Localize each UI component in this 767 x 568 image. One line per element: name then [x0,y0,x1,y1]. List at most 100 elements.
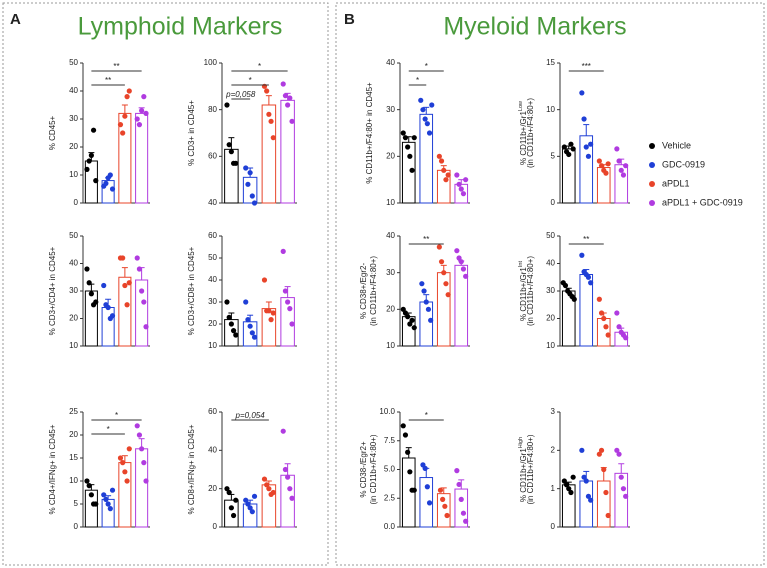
data-point [90,127,97,133]
data-point [120,130,126,136]
data-point [287,95,293,101]
data-point [614,447,620,453]
data-point [224,102,230,108]
data-point [454,172,460,178]
data-point [226,489,232,496]
data-point [233,160,239,166]
data-point [443,177,449,183]
data-point [230,512,237,519]
y-tick-label: 5.0 [384,465,396,474]
data-point [228,149,234,155]
data-point [407,469,413,475]
data-point [614,146,620,152]
data-point [409,167,415,173]
data-point [282,288,289,294]
data-point [579,252,585,258]
data-point [139,108,145,114]
data-point [581,474,587,480]
data-point [605,332,611,338]
y-tick-label: 1 [551,484,556,493]
y-axis-label-line: % CD45+ [48,115,57,150]
data-point [441,270,447,276]
data-point [422,116,428,122]
data-point [93,501,99,507]
panel-title: Lymphoid Markers [78,13,283,41]
bar [280,99,295,204]
legend-dot [649,162,655,168]
data-point [568,489,574,496]
data-point [407,153,413,159]
data-point [424,484,430,490]
data-point [126,88,132,94]
data-point [136,122,143,128]
data-point [438,158,445,164]
data-point [460,191,467,197]
data-point [561,478,567,484]
data-point [228,505,234,511]
data-point [411,325,417,331]
data-point [107,506,113,512]
y-axis-label-line: % CD38-/Egr2+ [359,441,368,498]
data-point [443,281,449,287]
data-point [134,255,140,261]
data-point [86,158,92,164]
data-point [105,501,111,507]
data-point [405,314,411,320]
data-point [463,518,469,524]
bar [596,480,611,528]
data-point [285,102,291,108]
data-point [454,248,460,254]
y-axis-label-line: (in CD11b+/F4:80+) [526,434,535,504]
legend-dot [649,200,655,206]
data-point [93,178,99,184]
data-point [287,486,293,492]
y-axis-label-line: (in CD11b+/F4:80+) [526,98,535,168]
y-tick-label: 0 [213,522,218,531]
data-point [603,489,609,496]
data-point [251,200,258,206]
y-axis-label: % CD11b+/Gr1Low (in CD11b+/F4:80+) [518,98,535,168]
y-axis-label: % CD4+/IFNg+ in CD45+ [48,424,57,514]
y-axis-label-line: % CD11b+/Gr1 [519,267,528,321]
data-point [405,144,411,150]
y-tick-label: 0.0 [384,522,396,531]
data-point [422,465,428,471]
data-point [101,282,107,289]
y-tick-label: 20 [208,484,217,493]
y-tick-label: 15 [69,453,78,462]
data-point [120,460,126,466]
data-point [88,492,94,498]
y-tick-label: 10.0 [379,407,395,416]
significance-label: * [258,62,261,71]
data-point [247,323,253,329]
significance-label: * [416,76,419,85]
y-tick-label: 10 [69,476,78,485]
data-point [460,510,467,516]
significance-label: * [249,76,252,85]
y-tick-label: 50 [69,231,78,240]
data-point [289,321,295,327]
y-tick-label: 10 [69,341,78,350]
data-point [623,493,629,499]
data-point [460,266,467,272]
significance-label: p=0,054 [235,411,266,420]
data-point [247,505,253,511]
data-point [618,474,624,480]
data-point [566,486,572,492]
y-tick-label: 30 [546,286,555,295]
y-axis-label-line: (in CD11b+/F4:80+) [369,434,378,504]
data-point [266,308,272,314]
data-point [84,478,90,484]
y-axis-label-line: % CD11b+/Gr1 [519,111,528,165]
data-point [261,476,268,482]
y-axis-label-line: % CD38+/Egr2- [359,263,368,320]
data-point [623,163,629,169]
data-point [134,116,140,122]
data-point [143,110,149,116]
y-tick-label: 30 [208,297,217,306]
data-point [124,94,130,100]
data-point [570,474,576,480]
data-point [86,280,92,286]
data-point [445,172,451,178]
